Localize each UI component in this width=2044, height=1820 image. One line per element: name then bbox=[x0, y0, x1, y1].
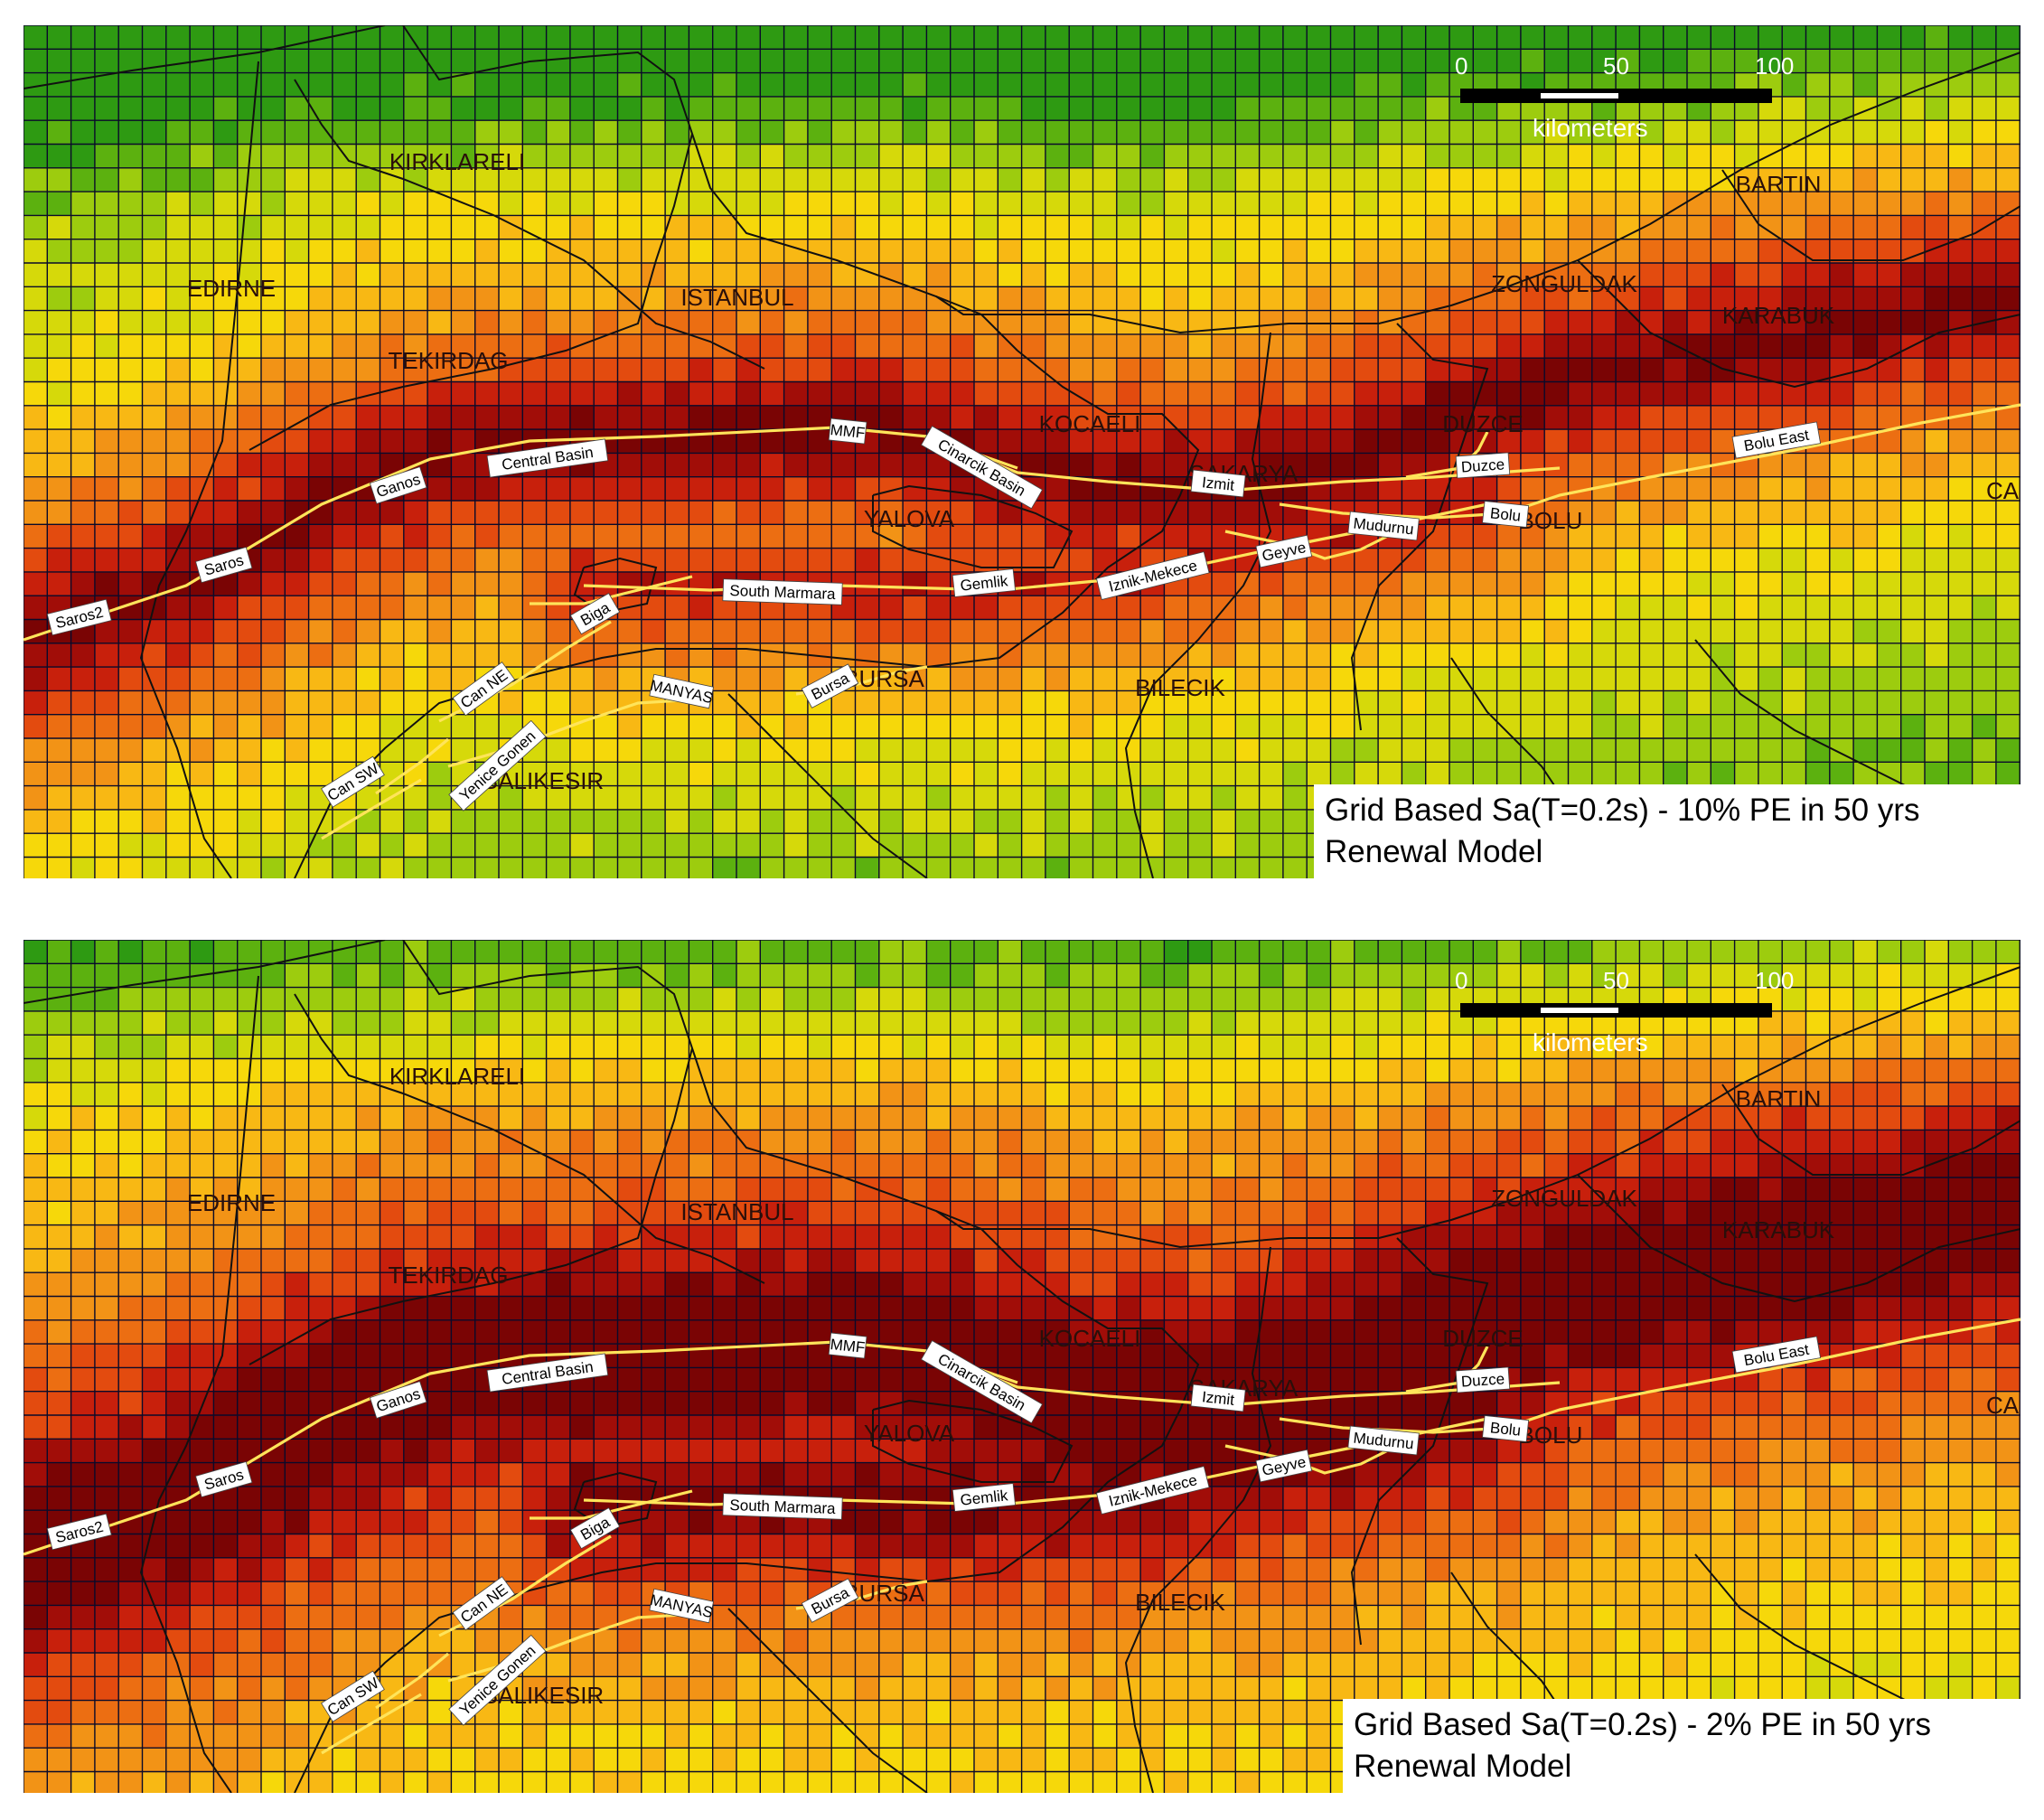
fault-label-bursa: Bursa bbox=[801, 663, 859, 708]
province-label-tekirdag: TEKIRDAG bbox=[389, 347, 509, 374]
svg-text:Bolu: Bolu bbox=[1489, 504, 1522, 524]
legend-model: Renewal Model bbox=[1354, 1749, 1572, 1784]
svg-text:South Marmara: South Marmara bbox=[729, 582, 836, 603]
province-label-bursa: BURSA bbox=[843, 665, 924, 692]
scale-tick-50: 50 bbox=[1603, 52, 1629, 80]
province-label-bartin: BARTIN bbox=[1736, 1085, 1822, 1112]
province-label-kirklareli: KIRKLARELI bbox=[389, 1063, 525, 1090]
fault-label-izmit: Izmit bbox=[1190, 1384, 1246, 1412]
fault-label-mudurnu: Mudurnu bbox=[1347, 511, 1420, 541]
province-label-tekirdag: TEKIRDAG bbox=[389, 1262, 509, 1289]
scale-tick-0: 0 bbox=[1455, 967, 1468, 994]
svg-text:Duzce: Duzce bbox=[1460, 455, 1505, 475]
legend-model: Renewal Model bbox=[1325, 834, 1543, 869]
province-labels: KIRKLARELI EDIRNE ISTANBUL TEKIRDAG KOCAELI S… bbox=[187, 1063, 2020, 1709]
province-label-ca: CA bbox=[1986, 1392, 2020, 1419]
fault-label-gemlik: Gemlik bbox=[952, 568, 1017, 597]
legend-title: Grid Based Sa(T=0.2s) - 10% PE in 50 yrs bbox=[1325, 793, 1920, 828]
legend-box: Grid Based Sa(T=0.2s) - 10% PE in 50 yrs… bbox=[1314, 784, 2021, 878]
province-label-bartin: BARTIN bbox=[1736, 171, 1822, 198]
legend-box: Grid Based Sa(T=0.2s) - 2% PE in 50 yrs … bbox=[1343, 1699, 2021, 1793]
province-label-edirne: EDIRNE bbox=[187, 1189, 276, 1216]
scale-bar: 0 50 100 kilometers bbox=[1433, 52, 1794, 152]
svg-text:Izmit: Izmit bbox=[1201, 474, 1235, 494]
fault-label-geyve: Geyve bbox=[1255, 1449, 1313, 1483]
scale-bar: 0 50 100 kilometers bbox=[1433, 967, 1794, 1066]
fault-label-bolu: Bolu bbox=[1482, 501, 1530, 528]
province-label-bolu: BOLU bbox=[1519, 507, 1583, 534]
fault-label-mmf: MMF bbox=[828, 1332, 867, 1359]
map-panel-10pct: KIRKLARELI EDIRNE ISTANBUL TEKIRDAG KOCAELI S… bbox=[23, 25, 2021, 878]
province-label-edirne: EDIRNE bbox=[187, 275, 276, 302]
province-label-karabuk: KARABUK bbox=[1722, 302, 1835, 329]
fault-label-bolu: Bolu bbox=[1482, 1415, 1530, 1442]
hazard-map: KIRKLARELI EDIRNE ISTANBUL TEKIRDAG KOCAELI S… bbox=[23, 25, 2021, 878]
scale-tick-100: 100 bbox=[1755, 967, 1795, 994]
scale-tick-100: 100 bbox=[1755, 52, 1795, 80]
province-label-kocaeli: KOCAELI bbox=[1039, 1325, 1141, 1352]
scale-unit-label: kilometers bbox=[1533, 114, 1648, 142]
province-label-bolu: BOLU bbox=[1519, 1421, 1583, 1449]
fault-label-mudurnu: Mudurnu bbox=[1347, 1425, 1420, 1456]
fault-label-duzce: Duzce bbox=[1455, 1366, 1511, 1393]
province-label-zonguldak: ZONGULDAK bbox=[1491, 1185, 1637, 1212]
province-label-zonguldak: ZONGULDAK bbox=[1491, 270, 1637, 297]
legend-title: Grid Based Sa(T=0.2s) - 2% PE in 50 yrs bbox=[1354, 1707, 1932, 1742]
province-label-bilecik: BILECIK bbox=[1135, 1589, 1225, 1616]
province-boundaries bbox=[23, 25, 2021, 878]
scale-unit-label: kilometers bbox=[1533, 1028, 1648, 1056]
province-label-yalova: YALOVA bbox=[864, 505, 955, 532]
province-label-bilecik: BILECIK bbox=[1135, 674, 1225, 701]
svg-text:MMF: MMF bbox=[830, 421, 866, 442]
fault-label-gemlik: Gemlik bbox=[952, 1483, 1017, 1512]
scale-tick-50: 50 bbox=[1603, 967, 1629, 994]
fault-label-mmf: MMF bbox=[828, 417, 867, 445]
fault-label-geyve: Geyve bbox=[1255, 534, 1313, 568]
province-label-duzce: DUZCE bbox=[1442, 410, 1524, 437]
fault-label-south-marmara: South Marmara bbox=[722, 1493, 843, 1520]
province-label-istanbul: ISTANBUL bbox=[680, 284, 793, 311]
province-label-kocaeli: KOCAELI bbox=[1039, 410, 1141, 437]
province-label-karabuk: KARABUK bbox=[1722, 1216, 1835, 1243]
province-label-bursa: BURSA bbox=[843, 1580, 924, 1607]
fault-label-izmit: Izmit bbox=[1190, 469, 1246, 498]
province-label-kirklareli: KIRKLARELI bbox=[389, 148, 525, 175]
fault-label-duzce: Duzce bbox=[1455, 452, 1511, 479]
map-panel-2pct: KIRKLARELI EDIRNE ISTANBUL TEKIRDAG KOCAELI S… bbox=[23, 940, 2021, 1793]
hazard-grid-cells bbox=[23, 940, 2021, 1793]
hazard-grid-cells bbox=[23, 25, 2021, 878]
province-label-istanbul: ISTANBUL bbox=[680, 1198, 793, 1225]
province-label-yalova: YALOVA bbox=[864, 1420, 955, 1447]
scale-tick-0: 0 bbox=[1455, 52, 1468, 80]
province-label-duzce: DUZCE bbox=[1442, 1325, 1524, 1352]
fault-label-saros2: Saros2 bbox=[46, 598, 112, 636]
fault-label-south-marmara: South Marmara bbox=[722, 578, 843, 605]
province-label-ca: CA bbox=[1986, 477, 2020, 504]
